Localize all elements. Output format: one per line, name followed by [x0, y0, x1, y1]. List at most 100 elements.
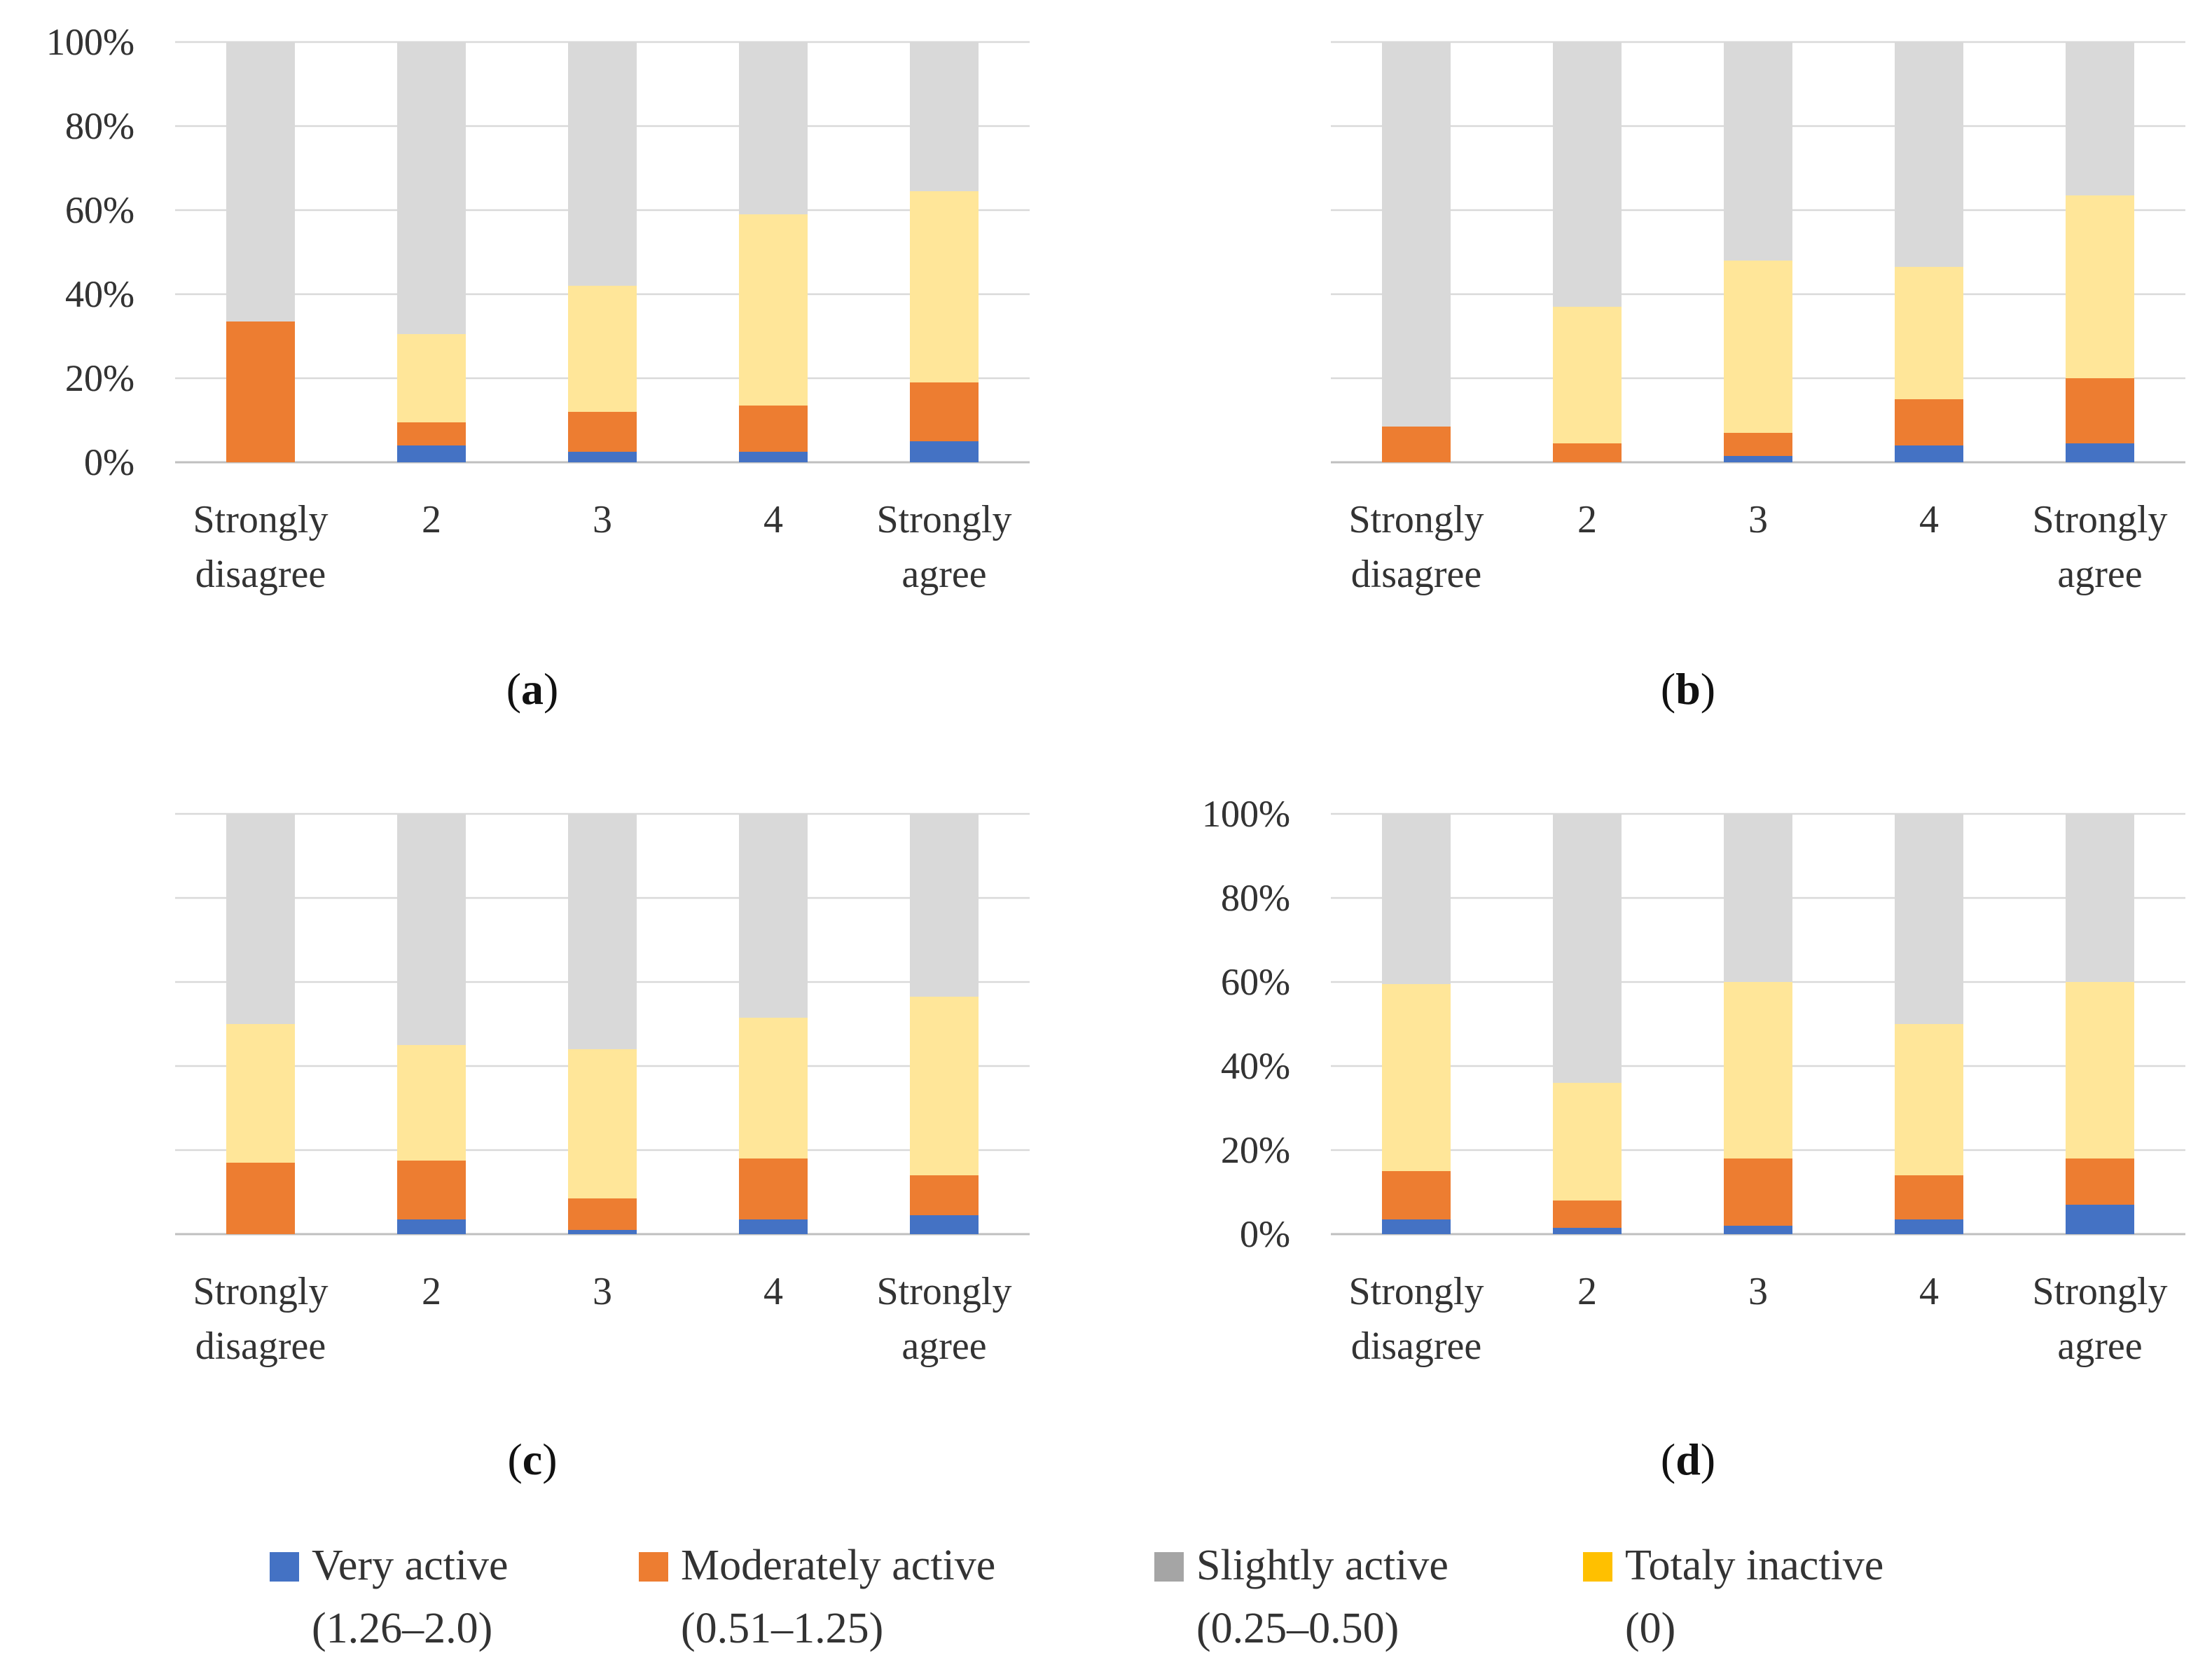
bar-segment-slightly-active — [2066, 42, 2134, 195]
bar-segment-totaly-inactive — [2066, 195, 2134, 378]
legend-swatch-moderately-active — [639, 1552, 668, 1582]
y-tick-label: 100% — [1202, 793, 1290, 835]
bar-segment-moderately-active — [910, 382, 979, 441]
y-tick-label: 40% — [65, 273, 134, 315]
x-category-label: 4 — [1919, 498, 1939, 541]
y-tick-label: 0% — [84, 441, 134, 483]
y-tick-label: 60% — [1221, 961, 1290, 1003]
x-category-label: 2 — [422, 498, 441, 541]
bar-segment-moderately-active — [739, 1158, 808, 1219]
chart-panel-c: 0% 20% 40% 60% 80% 100% Strongly disagree 2 3 4 Str… — [175, 793, 1290, 1484]
x-category-label: Strongly agree — [2033, 498, 2168, 596]
y-tick-label: 80% — [65, 105, 134, 147]
bar-segment-moderately-active — [226, 1163, 295, 1234]
x-category-label: 2 — [1577, 1270, 1597, 1313]
legend-range: (0.51–1.25) — [681, 1605, 884, 1652]
bar-segment-slightly-active — [1553, 42, 1622, 307]
legend-range: (0) — [1625, 1605, 1676, 1652]
y-tick-label: 0% — [1240, 1213, 1290, 1255]
legend-range: (1.26–2.0) — [312, 1605, 493, 1652]
y-tick-label: 60% — [65, 189, 134, 231]
y-tick-label: 100% — [46, 21, 134, 63]
x-category-label: 4 — [763, 498, 783, 541]
y-tick-label: 20% — [1221, 1129, 1290, 1171]
y-tick-label: 20% — [65, 357, 134, 399]
x-category-label: 3 — [593, 1270, 612, 1313]
bar-segment-very-active — [1895, 1219, 1963, 1234]
bar-segment-totaly-inactive — [739, 214, 808, 406]
y-tick-label: 80% — [65, 105, 134, 147]
bar-segment-totaly-inactive — [568, 1049, 637, 1198]
bar-segment-moderately-active — [397, 422, 466, 445]
bar-segment-moderately-active — [1382, 1171, 1451, 1219]
bar-segment-very-active — [1895, 445, 1963, 462]
y-tick-label: 80% — [1221, 877, 1290, 919]
bar-segment-slightly-active — [1382, 42, 1451, 427]
bar-segment-slightly-active — [1895, 42, 1963, 267]
bar-segment-slightly-active — [226, 42, 295, 321]
bar-segment-moderately-active — [397, 1161, 466, 1219]
panel-label: (d) — [1661, 1434, 1715, 1484]
panel-label: (a) — [506, 664, 559, 714]
bar-segment-very-active — [1724, 456, 1792, 462]
y-tick-label: 100% — [1202, 793, 1290, 835]
y-tick-label: 20% — [65, 357, 134, 399]
chart-panel-d: 0% 20% 40% 60% 80% 100% Strongly disagree 2 3 4 Str… — [1202, 793, 2185, 1484]
legend-label: Slightly active — [1196, 1542, 1449, 1589]
bar-segment-totaly-inactive — [1382, 984, 1451, 1171]
bar-segment-very-active — [568, 452, 637, 462]
x-category-label: Strongly disagree — [1349, 498, 1484, 596]
bar-segment-moderately-active — [910, 1175, 979, 1215]
bar-segment-slightly-active — [910, 814, 979, 997]
y-tick-label: 80% — [1221, 877, 1290, 919]
x-category-label: 2 — [422, 1270, 441, 1313]
bar-segment-totaly-inactive — [910, 997, 979, 1175]
bar-segment-slightly-active — [1382, 814, 1451, 984]
legend-label: Very active — [312, 1542, 509, 1589]
bar-segment-totaly-inactive — [1724, 982, 1792, 1158]
bar-segment-moderately-active — [568, 412, 637, 452]
bar-segment-very-active — [2066, 443, 2134, 462]
y-tick-label: 40% — [65, 273, 134, 315]
bar-segment-slightly-active — [568, 814, 637, 1049]
x-category-label: Strongly disagree — [193, 498, 329, 596]
bar-segment-very-active — [1382, 1219, 1451, 1234]
x-category-label: 4 — [763, 1270, 783, 1313]
bar-segment-totaly-inactive — [397, 334, 466, 422]
bar-segment-moderately-active — [1553, 443, 1622, 462]
legend-range: (0.25–0.50) — [1196, 1605, 1399, 1652]
x-category-label: Strongly agree — [877, 498, 1012, 596]
x-category-label: Strongly agree — [877, 1270, 1012, 1368]
bar-segment-totaly-inactive — [739, 1018, 808, 1158]
bar-segment-slightly-active — [568, 42, 637, 286]
bar-segment-totaly-inactive — [910, 191, 979, 382]
bar-segment-totaly-inactive — [2066, 982, 2134, 1158]
bar-segment-very-active — [568, 1230, 637, 1234]
bar-segment-totaly-inactive — [397, 1045, 466, 1161]
bar-segment-very-active — [910, 441, 979, 462]
legend-swatch-totaly-inactive — [1583, 1552, 1612, 1582]
x-category-label: 3 — [593, 498, 612, 541]
bar-segment-slightly-active — [739, 814, 808, 1018]
y-tick-label: 100% — [46, 21, 134, 63]
x-category-label: Strongly agree — [2033, 1270, 2168, 1368]
x-category-label: 2 — [1577, 498, 1597, 541]
chart-panel-b: 0% 20% 40% 60% 80% 100% Strongly disagree 2 3 4 Str… — [46, 21, 2185, 714]
x-category-label: 3 — [1748, 1270, 1768, 1313]
x-category-label: Strongly disagree — [1349, 1270, 1484, 1368]
y-tick-label: 20% — [1221, 1129, 1290, 1171]
bar-segment-slightly-active — [1895, 814, 1963, 1024]
bar-segment-totaly-inactive — [1553, 1083, 1622, 1201]
y-tick-label: 40% — [1221, 1045, 1290, 1087]
panel-label: (c) — [507, 1434, 557, 1484]
x-category-label: Strongly disagree — [193, 1270, 329, 1368]
bar-segment-slightly-active — [2066, 814, 2134, 982]
bar-segment-slightly-active — [739, 42, 808, 214]
bar-segment-slightly-active — [1724, 42, 1792, 261]
bar-segment-slightly-active — [1553, 814, 1622, 1083]
bar-segment-moderately-active — [1553, 1201, 1622, 1228]
bar-segment-totaly-inactive — [568, 286, 637, 412]
bar-segment-moderately-active — [1382, 427, 1451, 462]
bar-segment-slightly-active — [226, 814, 295, 1024]
bar-segment-totaly-inactive — [226, 1024, 295, 1163]
